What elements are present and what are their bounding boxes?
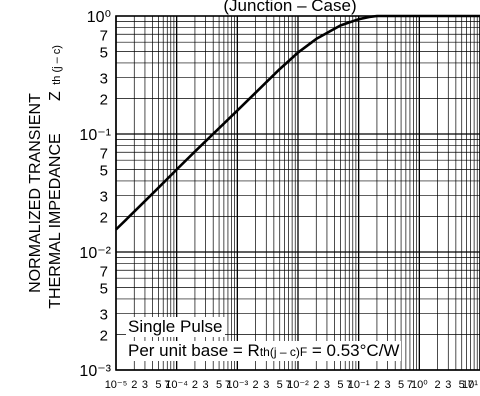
y-axis-label-line2: THERMAL IMPEDANCE <box>47 133 64 308</box>
legend-base-subscript: th(j – c)F <box>259 345 308 359</box>
y-axis-subscript: th (j – c) <box>51 45 63 85</box>
chart-title: (Junction – Case) <box>223 0 356 15</box>
x-tick-label: 2 <box>374 379 380 391</box>
x-tick-label: 7 <box>286 379 292 391</box>
series-line-zth <box>115 14 480 231</box>
x-tick-label: 10⁻¹ <box>348 379 370 391</box>
x-tick-label: 2 <box>192 379 198 391</box>
y-tick-label: 3 <box>100 71 108 88</box>
x-tick-label: 2 <box>253 379 259 391</box>
x-tick-label: 5 <box>155 379 161 391</box>
x-tick-label: 5 <box>398 379 404 391</box>
y-tick-label: 10⁻³ <box>79 363 111 380</box>
x-tick-label: 10¹ <box>462 379 478 391</box>
y-tick-label: 3 <box>100 307 108 324</box>
y-axis-label: NORMALIZED TRANSIENT <box>27 93 44 293</box>
x-tick-label: 2 <box>131 379 137 391</box>
x-tick-label: 10⁻⁴ <box>165 379 188 391</box>
x-tick-label: 7 <box>468 379 474 391</box>
x-tick-label: 10⁻⁵ <box>105 379 128 391</box>
x-tick-label: 7 <box>407 379 413 391</box>
x-tick-label: 3 <box>142 379 148 391</box>
plot-frame <box>115 15 480 371</box>
legend-single-pulse: Single Pulse <box>126 317 225 337</box>
y-tick-label: 7 <box>100 145 108 162</box>
x-tick-label: 10⁻² <box>287 379 309 391</box>
y-tick-label: 7 <box>100 263 108 280</box>
x-tick-label: 3 <box>385 379 391 391</box>
x-tick-label: 3 <box>263 379 269 391</box>
y-tick-label: 2 <box>100 327 108 344</box>
x-tick-label: 10⁻³ <box>226 379 248 391</box>
legend-base-value: = 0.53°C/W <box>307 341 400 360</box>
x-tick-label: 5 <box>337 379 343 391</box>
y-tick-label: 10⁻¹ <box>79 127 111 144</box>
y-axis-label-2: THERMAL IMPEDANCE Z th (j – c) <box>47 45 64 309</box>
y-tick-label: 10⁰ <box>87 9 111 26</box>
y-tick-label: 2 <box>100 209 108 226</box>
x-tick-label: 2 <box>435 379 441 391</box>
y-tick-label: 10⁻² <box>79 245 111 262</box>
y-tick-label: 3 <box>100 189 108 206</box>
x-tick-label: 5 <box>216 379 222 391</box>
y-tick-label: 5 <box>100 163 108 180</box>
x-tick-label: 3 <box>324 379 330 391</box>
x-tick-label: 7 <box>225 379 231 391</box>
x-tick-label: 7 <box>164 379 170 391</box>
x-tick-label: 5 <box>277 379 283 391</box>
y-axis-label-line1: NORMALIZED TRANSIENT <box>27 93 44 293</box>
y-tick-label: 2 <box>100 91 108 108</box>
svg-text:THERMAL IMPEDANCE: THERMAL IMPEDANCE <box>47 133 64 308</box>
x-tick-label: 7 <box>346 379 352 391</box>
y-axis-symbol: Z <box>47 91 64 101</box>
x-tick-label: 2 <box>313 379 319 391</box>
x-tick-label: 3 <box>445 379 451 391</box>
x-tick-label: 10⁰ <box>411 379 428 391</box>
svg-text:Z th (j – c): Z th (j – c) <box>47 45 64 101</box>
x-tick-label: 5 <box>459 379 465 391</box>
y-tick-label: 5 <box>100 45 108 62</box>
legend-per-unit-base: Per unit base = Rth(j – c)F = 0.53°C/W <box>126 341 402 361</box>
x-tick-labels: 10⁻⁵ 2 3 5 710⁻⁴ 2 3 5 710⁻³ 2 3 5 710⁻² 2 3 5 710⁻¹ 2 3 5 7… <box>105 379 479 391</box>
y-tick-label: 7 <box>100 27 108 44</box>
grid-lines <box>115 16 480 371</box>
y-tick-label: 5 <box>100 281 108 298</box>
legend-base-prefix: Per unit base = R <box>128 341 260 360</box>
x-tick-label: 3 <box>203 379 209 391</box>
